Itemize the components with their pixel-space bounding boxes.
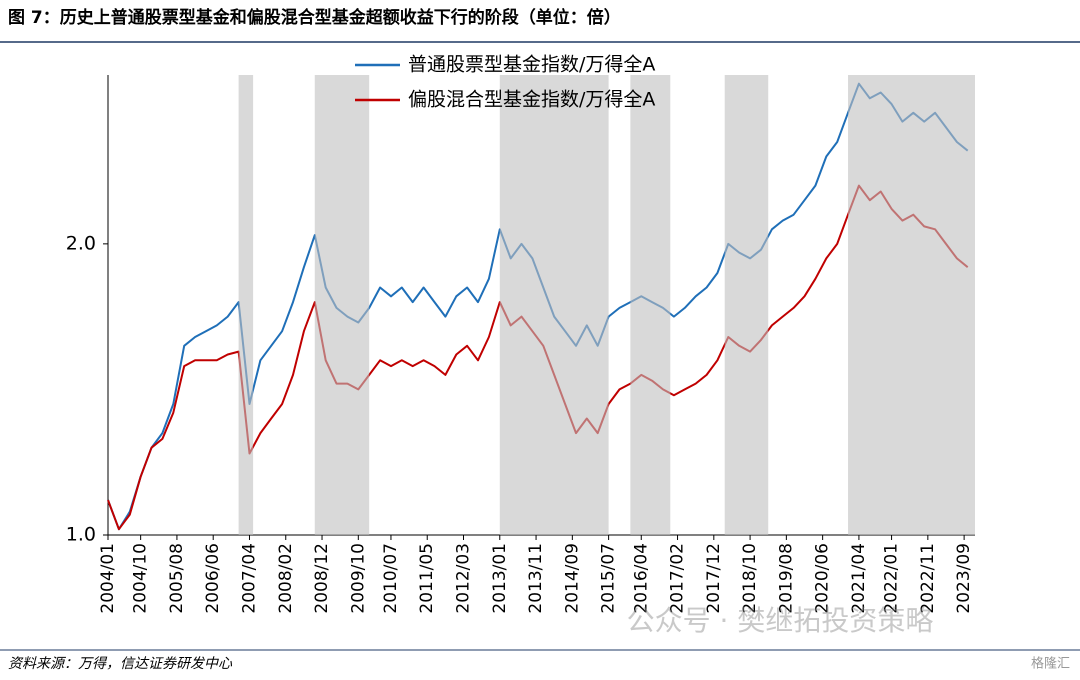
shaded-period xyxy=(238,75,254,535)
shaded-period xyxy=(724,75,769,535)
x-tick-label: 2007/04 xyxy=(239,543,259,614)
shaded-period xyxy=(630,75,671,535)
x-tick-label: 2016/04 xyxy=(631,543,651,614)
y-tick-label: 2.0 xyxy=(66,232,96,254)
x-tick-label: 2013/11 xyxy=(526,543,546,614)
watermark: 公众号 · 樊继拓投资策略 xyxy=(627,604,934,637)
x-tick-label: 2022/11 xyxy=(918,543,938,614)
y-tick-label: 1.0 xyxy=(66,524,96,546)
x-tick-label: 2006/06 xyxy=(203,543,223,614)
source: 资料来源：万得，信达证券研发中心 xyxy=(8,656,233,672)
chart-title: 图 7：历史上普通股票型基金和偏股混合型基金超额收益下行的阶段（单位：倍） xyxy=(8,7,621,28)
x-tick-label: 2017/02 xyxy=(668,543,688,614)
shaded-period xyxy=(314,75,370,535)
x-tick-label: 2009/10 xyxy=(348,543,368,614)
x-tick-label: 2004/01 xyxy=(98,543,118,614)
legend-label: 偏股混合型基金指数/万得全A xyxy=(408,89,655,111)
x-tick-label: 2015/07 xyxy=(599,543,619,614)
shaded-period xyxy=(499,75,609,535)
shaded-period xyxy=(848,75,975,535)
legend-label: 普通股票型基金指数/万得全A xyxy=(408,54,655,76)
x-tick-label: 2018/10 xyxy=(740,543,760,614)
x-tick-label: 2010/07 xyxy=(381,543,401,614)
x-tick-label: 2012/03 xyxy=(454,543,474,614)
x-tick-label: 2004/10 xyxy=(131,543,151,614)
x-tick-label: 2017/12 xyxy=(704,543,724,614)
watermark: 格隆汇 xyxy=(1031,656,1070,672)
x-tick-label: 2005/08 xyxy=(167,543,187,614)
x-tick-label: 2008/02 xyxy=(276,543,296,614)
x-tick-label: 2013/01 xyxy=(490,543,510,614)
x-tick-label: 2023/09 xyxy=(954,543,974,614)
x-tick-label: 2011/05 xyxy=(417,543,437,614)
x-tick-label: 2019/08 xyxy=(776,543,796,614)
x-tick-label: 2021/04 xyxy=(849,543,869,614)
x-tick-label: 2020/06 xyxy=(813,543,833,614)
x-tick-label: 2022/01 xyxy=(882,543,902,614)
x-tick-label: 2014/09 xyxy=(562,543,582,614)
x-tick-label: 2008/12 xyxy=(312,543,332,614)
